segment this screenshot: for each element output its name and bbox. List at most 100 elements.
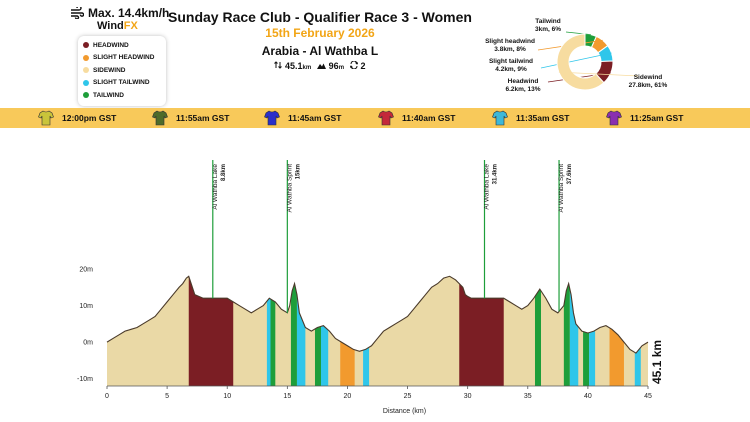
race-date: 15th February 2026	[265, 26, 375, 40]
jersey-icon	[152, 110, 168, 126]
wind-segment-slight-tailwind	[363, 347, 370, 386]
race-location: Arabia - Al Wathba L	[261, 44, 379, 58]
jersey-icon	[606, 110, 622, 126]
x-tick-label: 25	[404, 393, 412, 400]
marker-label-group: Al Wathba Sprint 15km	[286, 164, 301, 213]
marker-distance: 15km	[295, 164, 301, 179]
elevation-unit: m	[338, 65, 345, 71]
start-time-label: 12:00pm GST	[62, 113, 117, 123]
brand-logo: WindFX	[97, 20, 138, 32]
distance-unit: km	[302, 65, 312, 71]
brand-accent: FX	[123, 20, 138, 32]
x-tick-label: 45	[644, 393, 652, 400]
donut-slice-sidewind	[556, 33, 605, 91]
donut-label-name: Tailwind	[535, 18, 561, 25]
donut-leader-line	[565, 31, 591, 36]
wind-segment-tailwind	[534, 289, 542, 386]
y-tick-label: 0m	[83, 340, 93, 347]
wind-segment-tailwind	[270, 298, 276, 386]
legend-label: HEADWIND	[93, 41, 129, 49]
marker-label-group: Al Wathba Lake 8.8km	[212, 164, 227, 210]
donut-leader-line	[558, 71, 639, 77]
loop-icon	[349, 60, 359, 70]
legend-item-headwind: HEADWIND	[83, 39, 161, 52]
brand-main: Wind	[97, 20, 124, 32]
x-tick-label: 30	[464, 393, 472, 400]
elevation-stat: 96m	[317, 60, 344, 74]
start-time-label: 11:55am GST	[176, 113, 230, 123]
start-time-item: 11:25am GST	[606, 108, 683, 128]
wind-donut-chart: Tailwind 3km, 6% Slight headwind 3.8km, 8% S…	[480, 10, 680, 100]
jersey-icon	[492, 110, 508, 126]
max-wind: Max. 14.4km/h	[70, 6, 169, 20]
start-time-item: 11:45am GST	[264, 108, 341, 128]
marker-distance: 8.8km	[221, 164, 227, 181]
wind-legend: HEADWIND SLIGHT HEADWIND SIDEWIND SLIGHT TA…	[78, 36, 166, 106]
donut-label-value: 3km, 6%	[534, 25, 562, 33]
legend-item-slight-headwind: SLIGHT HEADWIND	[83, 52, 161, 65]
elevation-profile-chart: 0 5 10 15 20 25 30 35 40 45 Distance (km) -10m 0m 10m…	[77, 160, 664, 415]
elevation-value: 96	[328, 61, 339, 71]
donut-label-value: 3.8km, 8%	[494, 45, 526, 53]
start-time-item: 12:00pm GST	[38, 108, 116, 128]
start-time-item: 11:40am GST	[378, 108, 455, 128]
donut-label-tailwind: Tailwind 3km, 6%	[535, 18, 561, 33]
y-tick-label: -10m	[77, 376, 93, 383]
start-time-label: 11:25am GST	[630, 113, 684, 123]
legend-dot	[83, 79, 89, 86]
donut-label-name: Slight headwind	[485, 38, 535, 45]
wind-segment-headwind	[459, 283, 504, 386]
y-tick-label: 10m	[79, 303, 93, 310]
wind-segment-headwind	[188, 276, 234, 386]
donut-label-name: Slight tailwind	[488, 58, 534, 65]
start-time-label: 11:45am GST	[288, 113, 342, 123]
start-time-label: 11:35am GST	[516, 113, 570, 123]
legend-label: SLIGHT TAILWIND	[93, 79, 150, 87]
wind-segment-slight-tailwind	[296, 294, 306, 386]
max-wind-text: Max. 14.4km/h	[88, 6, 170, 20]
elevation-area-sidewind	[107, 276, 648, 386]
jersey-icon	[378, 110, 394, 126]
wind-segment-tailwind	[583, 331, 590, 386]
x-tick-label: 40	[584, 393, 592, 400]
marker-label-group: Al Wathba Lake 31.4km	[483, 164, 498, 210]
donut-label-name: Headwind	[507, 78, 539, 85]
wind-segment-slight-tailwind	[569, 289, 579, 386]
wind-segment-slight-headwind	[609, 327, 624, 386]
start-time-label: 11:40am GST	[402, 113, 456, 123]
donut-label-value: 27.8km, 61%	[628, 81, 668, 89]
wind-segment-slight-headwind	[340, 341, 355, 386]
x-tick-label: 10	[223, 393, 231, 400]
wind-segment-slight-tailwind	[634, 347, 641, 386]
distance-value: 45.1	[284, 61, 303, 71]
wind-segment-tailwind	[290, 283, 297, 386]
marker-name: Al Wathba Sprint	[558, 164, 565, 213]
donut-label-value: 6.2km, 13%	[505, 85, 541, 93]
x-tick-label: 15	[283, 393, 291, 400]
donut-label-slight-tailwind: Slight tailwind 4.2km, 9%	[489, 58, 533, 73]
legend-label: TAILWIND	[93, 91, 124, 99]
legend-dot	[83, 54, 89, 61]
x-tick-label: 35	[524, 393, 532, 400]
total-distance-label: 45.1 km	[650, 340, 664, 384]
wind-segment-slight-tailwind	[320, 325, 329, 386]
legend-label: SLIGHT HEADWIND	[93, 54, 155, 62]
title-block: Sunday Race Club - Qualifier Race 3 - Wo…	[150, 8, 490, 74]
donut-svg	[537, 31, 639, 91]
updown-arrows-icon	[274, 61, 283, 69]
donut-label-slight-headwind: Slight headwind 3.8km, 8%	[485, 38, 535, 53]
x-tick-label: 0	[105, 393, 109, 400]
wind-segment-tailwind	[314, 326, 321, 386]
marker-name: Al Wathba Lake	[483, 164, 490, 210]
x-tick-label: 20	[344, 393, 352, 400]
start-time-item: 11:35am GST	[492, 108, 569, 128]
race-stats: 45.1km 96m 2	[150, 60, 490, 74]
laps-stat: 2	[349, 60, 366, 74]
y-tick-label: 20m	[79, 266, 93, 273]
donut-label-headwind: Headwind 6.2km, 13%	[505, 78, 540, 93]
jersey-icon	[38, 110, 54, 126]
marker-distance: 37.6km	[567, 164, 573, 184]
marker-label-group: Al Wathba Sprint 37.6km	[558, 164, 573, 213]
donut-label-sidewind: Sidewind 27.8km, 61%	[629, 74, 668, 89]
marker-distance: 31.4km	[492, 164, 498, 184]
